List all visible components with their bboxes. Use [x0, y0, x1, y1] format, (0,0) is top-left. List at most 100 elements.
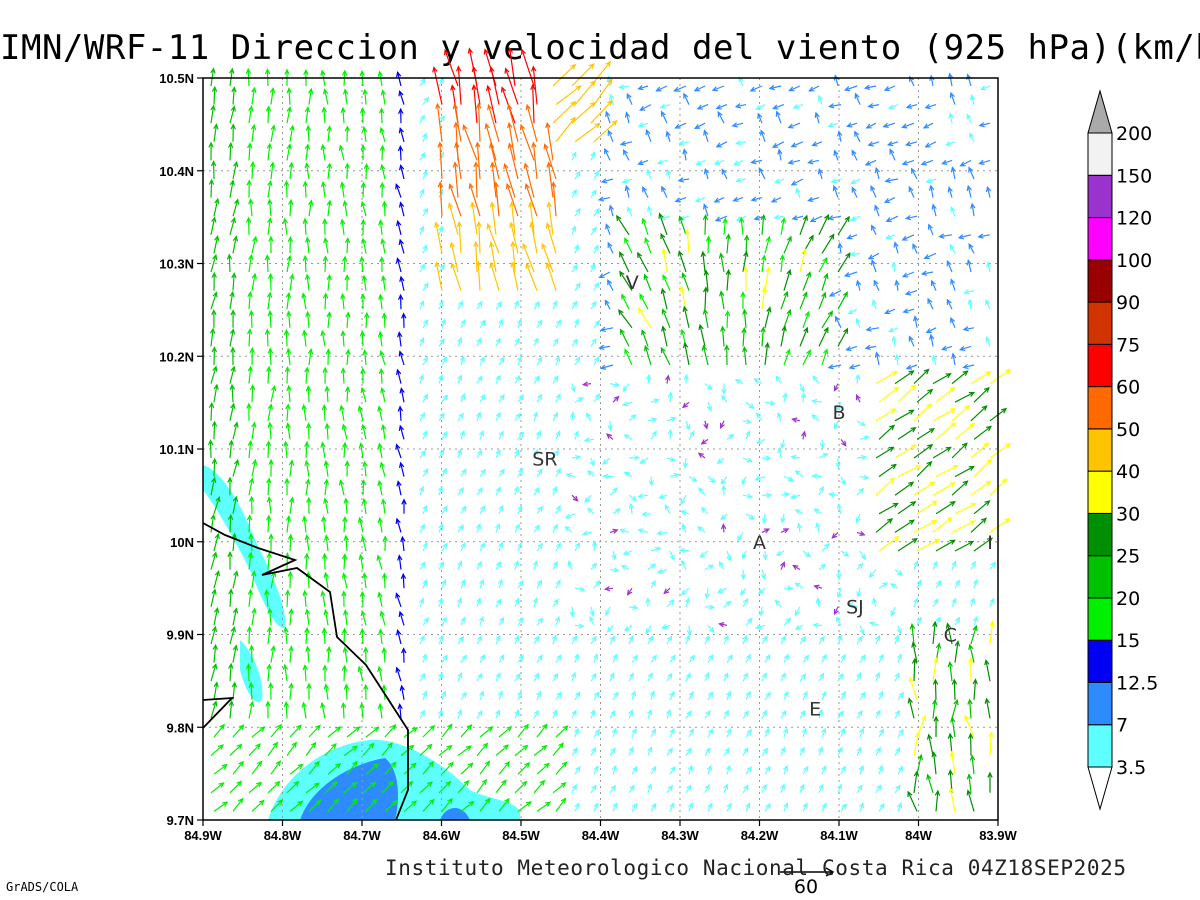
wind-arrow-shaft	[495, 487, 501, 496]
wind-arrow-shaft	[755, 624, 766, 629]
wind-arrow-head	[608, 204, 614, 211]
wind-arrow-shaft	[286, 256, 291, 273]
wind-arrow	[322, 255, 329, 273]
wind-arrow-head	[656, 159, 664, 165]
wind-arrow	[694, 197, 706, 203]
wind-arrow-shaft	[400, 388, 405, 403]
wind-arrow-head	[643, 273, 649, 280]
wind-arrow	[648, 476, 655, 487]
wind-arrow-head	[811, 473, 818, 479]
wind-arrow-head	[246, 514, 253, 521]
wind-arrow	[362, 781, 377, 794]
wind-arrow-shaft	[935, 387, 955, 403]
wind-arrow-shaft	[894, 409, 914, 422]
wind-arrow-head	[477, 487, 483, 494]
wind-arrow-shaft	[213, 384, 218, 403]
wind-arrow	[913, 315, 919, 328]
wind-arrow-head	[735, 140, 742, 146]
wind-arrow	[893, 241, 899, 254]
wind-arrow	[970, 370, 992, 385]
wind-arrow	[270, 760, 282, 775]
wind-arrow-shaft	[422, 468, 429, 477]
wind-arrow	[745, 653, 751, 663]
wind-arrow	[723, 709, 729, 719]
wind-arrow-head	[954, 616, 961, 623]
wind-arrow-shaft	[736, 141, 747, 145]
wind-arrow-shaft	[517, 580, 524, 589]
wind-arrow	[247, 551, 254, 570]
wind-arrow	[700, 438, 709, 445]
wind-arrow-head	[677, 177, 684, 183]
wind-arrow-head	[495, 634, 501, 642]
wind-arrow-shaft	[324, 498, 329, 514]
wind-arrow	[232, 724, 245, 738]
wind-arrow-head	[505, 182, 512, 190]
wind-arrow-shaft	[289, 800, 303, 812]
wind-arrow-shaft	[327, 647, 330, 663]
wind-arrow-shaft	[476, 710, 483, 719]
wind-arrow	[911, 641, 918, 663]
wind-arrow	[304, 459, 310, 477]
wind-arrow-head	[719, 422, 725, 429]
wind-arrow	[681, 272, 690, 291]
wind-arrow	[419, 781, 433, 794]
wind-arrow-head	[305, 310, 311, 318]
wind-arrow-shaft	[439, 182, 443, 217]
wind-arrow-shaft	[380, 611, 386, 626]
wind-arrow	[379, 181, 385, 198]
wind-arrow-head	[476, 411, 482, 418]
wind-arrow	[288, 198, 294, 217]
wind-arrow-head	[979, 85, 987, 91]
wind-arrow	[495, 374, 501, 384]
wind-arrow-head	[738, 75, 744, 83]
wind-arrow-head	[593, 281, 600, 289]
wind-arrow-head	[233, 198, 240, 205]
wind-arrow-shaft	[776, 111, 782, 124]
wind-arrow-head	[236, 780, 243, 787]
wind-arrow	[498, 541, 504, 552]
wind-arrow-head	[665, 130, 671, 137]
wind-arrow-head	[661, 308, 667, 315]
wind-arrow-shaft	[821, 349, 828, 366]
wind-arrow-shaft	[590, 100, 613, 124]
wind-arrow-head	[245, 662, 252, 670]
wind-arrow-shaft	[342, 108, 345, 124]
wind-arrow-shaft	[346, 312, 349, 328]
wind-arrow-shaft	[818, 486, 824, 496]
wind-arrow-shaft	[916, 580, 922, 589]
wind-arrow-head	[812, 622, 819, 628]
wind-arrow	[397, 405, 404, 421]
wind-arrow-head	[864, 160, 871, 166]
wind-arrow-head	[765, 691, 772, 698]
wind-arrow-head	[599, 364, 607, 370]
wind-arrow	[799, 635, 807, 645]
wind-arrow-head	[713, 159, 720, 165]
wind-arrow-head	[477, 300, 483, 307]
wind-arrow-head	[861, 454, 868, 461]
wind-arrow	[811, 414, 820, 422]
wind-arrow-shaft	[754, 378, 763, 385]
wind-arrow	[552, 742, 564, 756]
wind-arrow	[790, 141, 804, 148]
wind-arrow	[742, 308, 748, 328]
wind-arrow	[211, 308, 217, 328]
wind-arrow-shaft	[769, 85, 782, 90]
wind-arrow	[403, 800, 418, 812]
wind-arrow-head	[781, 709, 787, 717]
wind-arrow-shaft	[495, 449, 501, 459]
wind-arrow	[476, 375, 483, 384]
wind-arrow-head	[814, 111, 820, 119]
wind-arrow-shaft	[883, 122, 896, 128]
wind-arrow	[283, 700, 290, 719]
wind-arrow-shaft	[213, 724, 225, 738]
wind-arrow-shaft	[498, 394, 505, 403]
wind-arrow-head	[395, 71, 402, 78]
wind-arrow-head	[230, 626, 236, 633]
wind-arrow	[760, 326, 766, 347]
wind-arrow-shaft	[552, 301, 558, 310]
wind-arrow-shaft	[661, 111, 668, 124]
wind-arrow	[326, 125, 332, 142]
wind-arrow-shaft	[460, 319, 466, 329]
wind-arrow-head	[622, 550, 629, 556]
wind-arrow-shaft	[399, 611, 405, 626]
